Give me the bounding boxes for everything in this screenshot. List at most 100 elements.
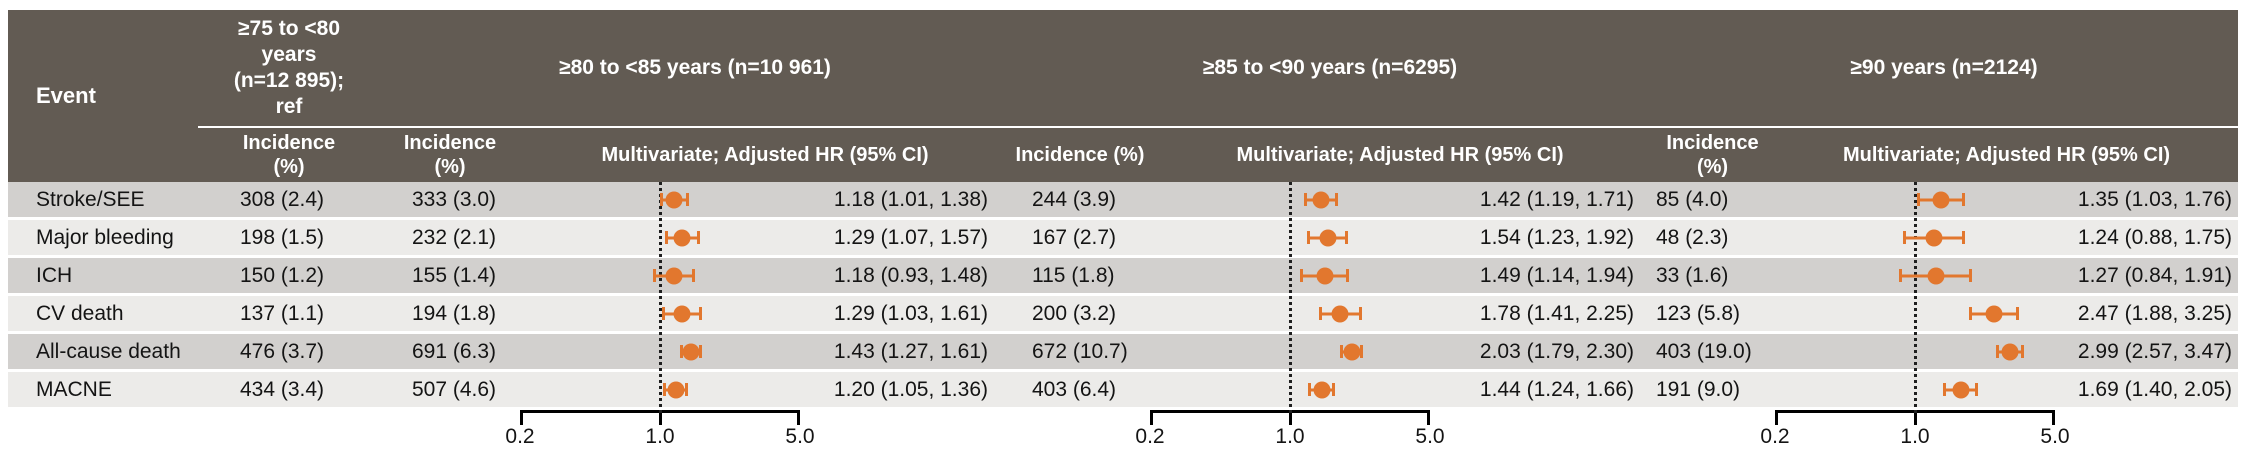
- group-header-ref: ≥75 to <80 years (n=12 895); ref: [233, 17, 345, 118]
- axis-tick-label: 0.2: [1135, 425, 1165, 448]
- hr-point-marker: [1316, 267, 1334, 284]
- hr-point-marker: [1985, 305, 2003, 322]
- table-row: Major bleeding 198 (1.5) 232 (2.1) 1.29 (1.…: [8, 220, 2238, 258]
- hr-label-cell-85-90: 1.78 (1.41, 2.25): [1479, 301, 1634, 325]
- incidence-header-80-85: Incidence (%): [403, 132, 497, 178]
- incidence-cell-80-85: 507 (4.6): [412, 377, 497, 401]
- incidence-cell-85-90: 672 (10.7): [1032, 339, 1128, 363]
- axis-tick-label: 5.0: [2040, 425, 2070, 448]
- hr-point-marker: [1331, 305, 1349, 322]
- hr-label-cell-80-85: 1.18 (1.01, 1.38): [833, 187, 988, 211]
- ci-cap-right: [1358, 307, 1362, 320]
- hr-point-marker: [1925, 229, 1943, 246]
- table-row: All-cause death 476 (3.7) 691 (6.3) 1.43 (1…: [8, 334, 2238, 372]
- forest-plot-cell: [1775, 334, 2055, 369]
- reference-line: [1913, 182, 1917, 413]
- axis-row: 0.2 1.0 5.0 0.2 1.0 5.0 0.2 1.0 5.0: [8, 410, 2238, 452]
- ci-cap-left: [1898, 269, 1902, 282]
- ci-cap-left: [1916, 193, 1920, 206]
- hr-point-marker: [1312, 191, 1329, 208]
- data-rows: Stroke/SEE 308 (2.4) 333 (3.0) 1.18 (1.01, …: [8, 182, 2238, 410]
- event-cell: All-cause death: [36, 339, 181, 363]
- event-cell: ICH: [36, 263, 73, 287]
- forest-plot-cell: [1775, 296, 2055, 331]
- incidence-cell-80-85: 232 (2.1): [412, 225, 497, 249]
- ci-cap-right: [686, 193, 689, 206]
- hr-header-90plus: Multivariate; Adjusted HR (95% CI): [1842, 144, 2171, 166]
- incidence-header-85-90: Incidence (%): [1015, 144, 1145, 166]
- group-header-80-85: ≥80 to <85 years (n=10 961): [559, 56, 831, 79]
- ci-cap-left: [664, 231, 668, 244]
- hr-point-marker: [673, 229, 691, 246]
- ci-cap-left: [659, 193, 663, 206]
- ci-cap-left: [1943, 383, 1947, 396]
- hr-label-cell-90plus: 1.27 (0.84, 1.91): [2077, 263, 2232, 287]
- forest-plot-cell: [520, 182, 800, 217]
- axis-tick-mid: [1913, 413, 1917, 425]
- hr-point-marker: [2001, 343, 2019, 360]
- incidence-cell-ref: 476 (3.7): [240, 339, 325, 363]
- table-row: MACNE 434 (3.4) 507 (4.6) 1.20 (1.05, 1.36)…: [8, 372, 2238, 410]
- ci-cap-right: [1961, 231, 1965, 244]
- hr-label-cell-90plus: 1.69 (1.40, 2.05): [2077, 377, 2232, 401]
- hr-label-cell-90plus: 1.24 (0.88, 1.75): [2077, 225, 2232, 249]
- ci-cap-right: [684, 383, 688, 396]
- ci-cap-right: [1962, 193, 1966, 206]
- axis-tick-label: 1.0: [1900, 425, 1930, 448]
- axis-bracket: 0.2 1.0 5.0: [505, 410, 815, 452]
- table-body: Stroke/SEE 308 (2.4) 333 (3.0) 1.18 (1.01, …: [8, 182, 2238, 452]
- hr-point-marker: [1343, 343, 1361, 360]
- forest-plot-cell: [520, 258, 800, 293]
- hr-label-cell-90plus: 2.99 (2.57, 3.47): [2077, 339, 2232, 363]
- group-title-row: ≥75 to <80 years (n=12 895); ref ≥80 to …: [198, 10, 2238, 128]
- hr-point-marker: [1927, 267, 1945, 284]
- hr-label-cell-80-85: 1.43 (1.27, 1.61): [833, 339, 988, 363]
- incidence-cell-85-90: 167 (2.7): [1032, 225, 1117, 249]
- axis-tick-mid: [658, 413, 662, 425]
- forest-plot-cell: [1150, 182, 1430, 217]
- incidence-cell-90plus: 85 (4.0): [1656, 187, 1729, 211]
- ci-cap-right: [2015, 307, 2019, 320]
- forest-plot-cell: [1775, 220, 2055, 255]
- forest-plot-cell: [1150, 296, 1430, 331]
- ci-cap-right: [692, 269, 696, 282]
- axis-tick-min: [1150, 413, 1153, 425]
- forest-plot-cell: [1150, 334, 1430, 369]
- hr-label-cell-85-90: 2.03 (1.79, 2.30): [1479, 339, 1634, 363]
- group-header-90plus: ≥90 years (n=2124): [1850, 56, 2038, 79]
- ci-cap-left: [1996, 345, 2000, 358]
- event-cell: Major bleeding: [36, 225, 174, 249]
- ci-cap-left: [679, 345, 683, 358]
- axis-tick-max: [1427, 413, 1430, 425]
- axis-tick-label: 5.0: [1415, 425, 1445, 448]
- hr-label-cell-90plus: 1.35 (1.03, 1.76): [2077, 187, 2232, 211]
- forest-plot-cell: [520, 296, 800, 331]
- incidence-cell-85-90: 244 (3.9): [1032, 187, 1117, 211]
- axis-spacer: [8, 410, 520, 452]
- axis-tick-label: 5.0: [785, 425, 815, 448]
- incidence-cell-90plus: 48 (2.3): [1656, 225, 1729, 249]
- ci-cap-left: [1300, 269, 1304, 282]
- hr-header-85-90: Multivariate; Adjusted HR (95% CI): [1236, 144, 1564, 166]
- incidence-cell-ref: 308 (2.4): [240, 187, 325, 211]
- forest-plot-cell: [1775, 372, 2055, 407]
- ci-cap-right: [1344, 231, 1348, 244]
- axis-tick-max: [2052, 413, 2055, 425]
- incidence-cell-80-85: 333 (3.0): [412, 187, 497, 211]
- hr-label-cell-80-85: 1.18 (0.93, 1.48): [833, 263, 988, 287]
- hr-label-cell-80-85: 1.29 (1.07, 1.57): [833, 225, 988, 249]
- ci-cap-right: [1975, 383, 1979, 396]
- header-right-block: ≥75 to <80 years (n=12 895); ref ≥80 to …: [198, 10, 2238, 182]
- axis-bracket: 0.2 1.0 5.0: [1135, 410, 1445, 452]
- event-cell: MACNE: [36, 377, 112, 401]
- forest-plot-cell: [1150, 372, 1430, 407]
- hr-header-80-85: Multivariate; Adjusted HR (95% CI): [601, 144, 929, 166]
- incidence-cell-90plus: 403 (19.0): [1656, 339, 1752, 363]
- subheader-row: Incidence (%) Incidence (%) Multivariate…: [198, 128, 2238, 182]
- hr-label-cell-85-90: 1.42 (1.19, 1.71): [1479, 187, 1634, 211]
- forest-plot-cell: [1150, 220, 1430, 255]
- group-header-85-90: ≥85 to <90 years (n=6295): [1202, 56, 1458, 79]
- forest-plot-cell: [1150, 258, 1430, 293]
- reference-line: [658, 182, 662, 413]
